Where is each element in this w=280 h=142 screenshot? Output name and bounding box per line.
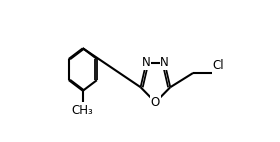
Text: Cl: Cl — [213, 59, 224, 72]
Text: CH₃: CH₃ — [72, 104, 94, 117]
Text: N: N — [160, 56, 169, 69]
Text: N: N — [142, 56, 151, 69]
Text: O: O — [151, 96, 160, 109]
